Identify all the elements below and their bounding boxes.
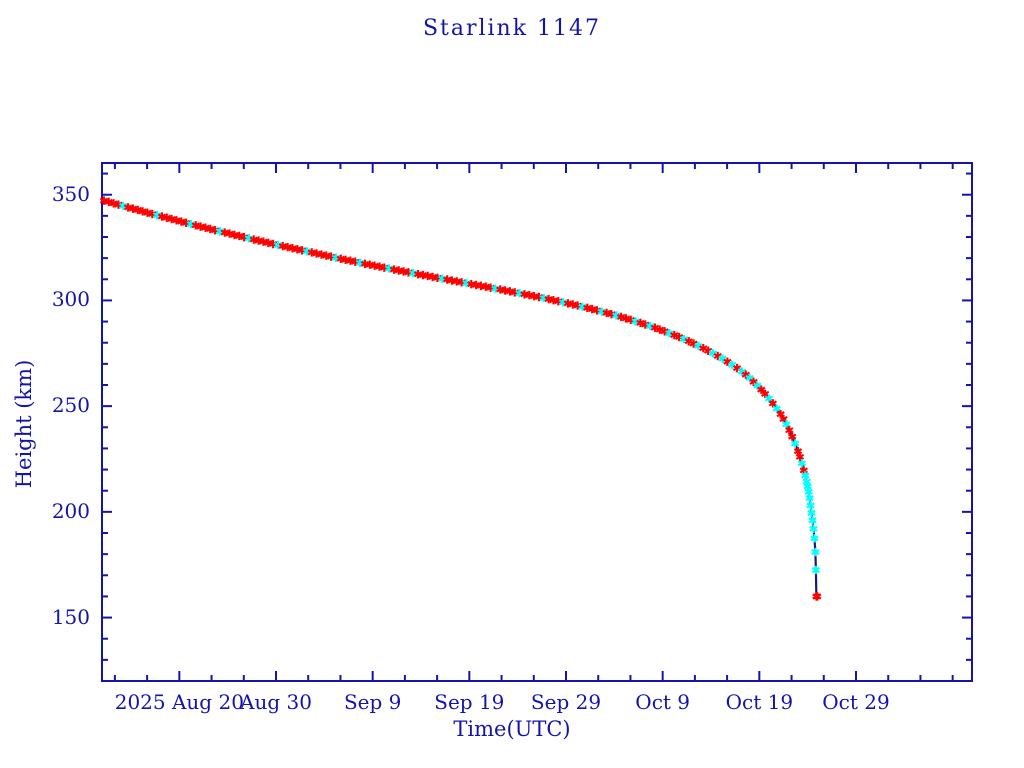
x-tick-label: Sep 29 xyxy=(530,690,602,714)
y-tick-label: 300 xyxy=(51,287,90,312)
data-line-series xyxy=(103,199,818,598)
y-tick-label: 200 xyxy=(51,498,90,523)
x-tick-label: 2025 Aug 20 xyxy=(114,690,244,714)
x-tick-label: Aug 30 xyxy=(240,690,312,714)
data-markers xyxy=(99,196,822,601)
x-tick-label: Oct 9 xyxy=(635,690,691,714)
y-tick-label: 350 xyxy=(51,181,90,206)
chart-title: Starlink 1147 xyxy=(422,16,602,41)
y-axis-label: Height (km) xyxy=(12,359,36,489)
x-tick-label: Sep 19 xyxy=(434,690,505,714)
x-tick-label: Oct 29 xyxy=(822,690,890,714)
y-tick-label: 250 xyxy=(51,393,90,418)
x-axis-label: Time(UTC) xyxy=(453,717,571,741)
axis-ticks xyxy=(102,163,972,682)
x-tick-label: Oct 19 xyxy=(725,690,794,714)
y-tick-label: 150 xyxy=(51,604,90,629)
plot-frame xyxy=(101,162,973,682)
x-tick-label: Sep 9 xyxy=(343,690,402,714)
